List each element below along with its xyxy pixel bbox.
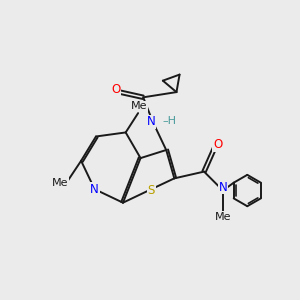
Text: Me: Me [52, 178, 68, 188]
Text: O: O [213, 138, 222, 151]
Text: –H: –H [162, 116, 176, 126]
Text: S: S [148, 184, 155, 197]
Text: Me: Me [131, 101, 148, 111]
Text: N: N [147, 115, 156, 128]
Text: N: N [90, 183, 99, 196]
Text: O: O [112, 83, 121, 96]
Text: Me: Me [215, 212, 232, 222]
Text: N: N [219, 181, 227, 194]
